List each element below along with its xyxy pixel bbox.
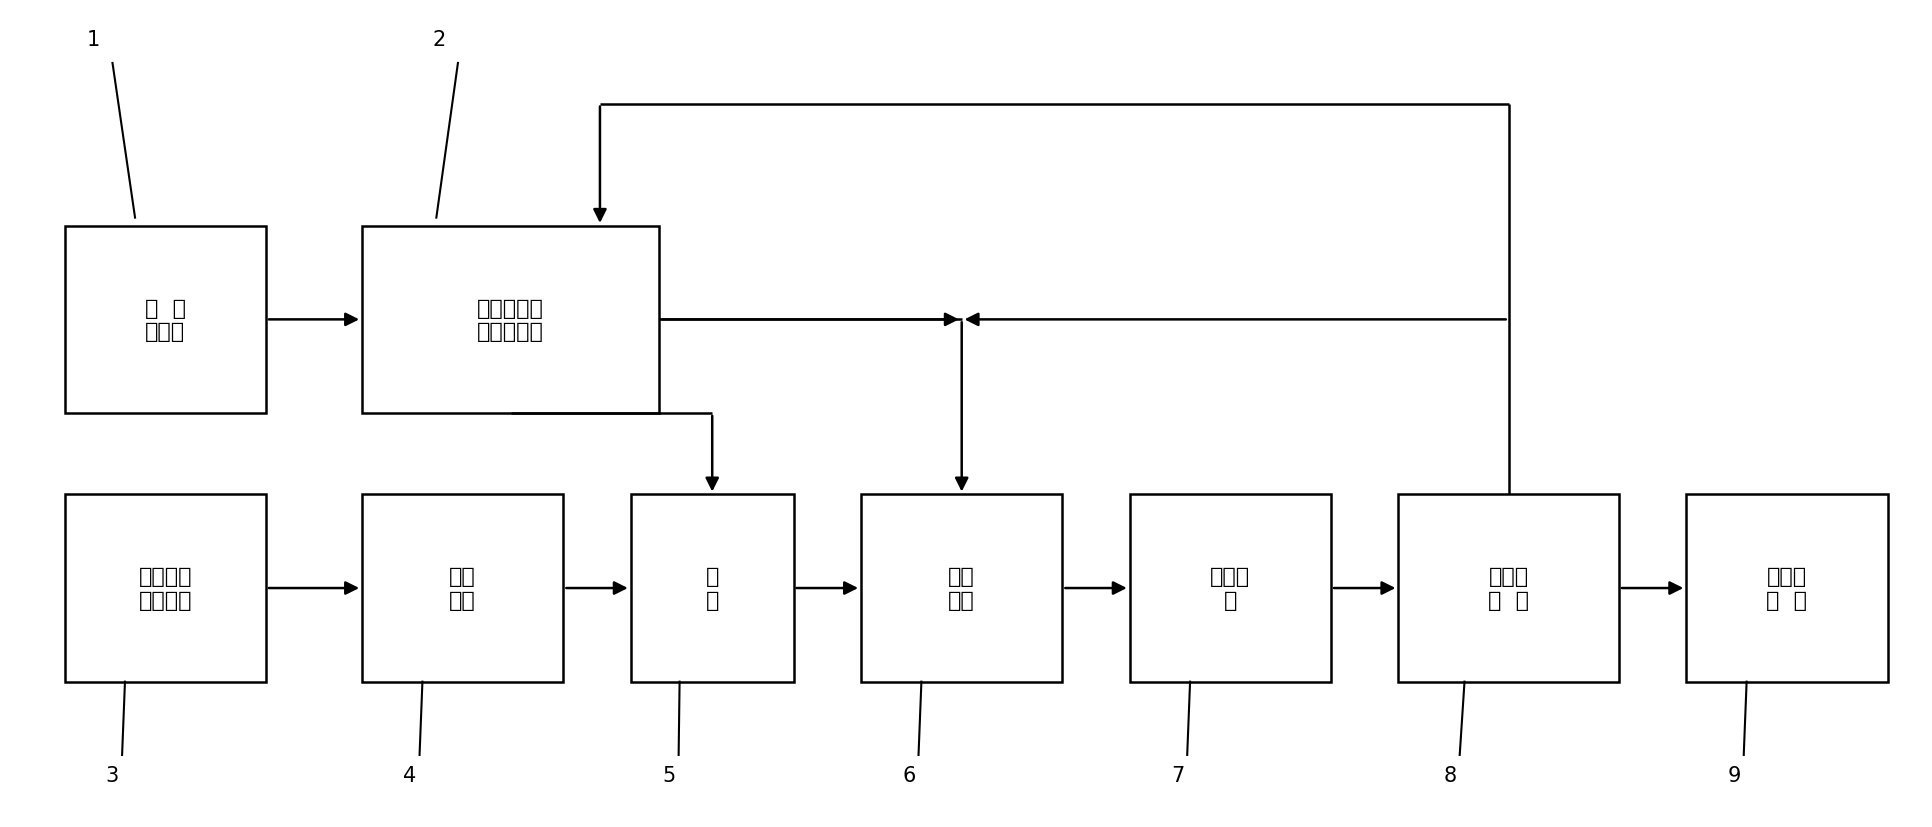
- Text: 低品位硫
化镑矿石: 低品位硫 化镑矿石: [139, 566, 191, 609]
- Bar: [64, 227, 267, 414]
- Text: 7: 7: [1171, 765, 1184, 786]
- Text: 3: 3: [106, 765, 120, 786]
- Text: 镑沉淠
回  收: 镑沉淠 回 收: [1488, 566, 1528, 609]
- Text: 矿石
破碎: 矿石 破碎: [448, 566, 475, 609]
- Text: 低  温
浸矿菌: 低 温 浸矿菌: [145, 299, 185, 342]
- Text: 9: 9: [1727, 765, 1741, 786]
- Bar: [860, 495, 1063, 681]
- Text: 1: 1: [87, 30, 100, 50]
- Bar: [1397, 495, 1619, 681]
- Text: 复壮、驯化
及放大培养: 复壮、驯化 及放大培养: [477, 299, 545, 342]
- Text: 4: 4: [404, 765, 417, 786]
- Text: 滴淤
浸出: 滴淤 浸出: [949, 566, 974, 609]
- Text: 8: 8: [1443, 765, 1457, 786]
- Bar: [1685, 495, 1888, 681]
- Text: 2: 2: [433, 30, 444, 50]
- Text: 浸出液
净: 浸出液 净: [1209, 566, 1250, 609]
- Text: 6: 6: [902, 765, 916, 786]
- Bar: [630, 495, 794, 681]
- Text: 5: 5: [663, 765, 676, 786]
- Text: 筑
堆: 筑 堆: [705, 566, 719, 609]
- Bar: [64, 495, 267, 681]
- Bar: [1128, 495, 1331, 681]
- Bar: [361, 495, 564, 681]
- Bar: [361, 227, 659, 414]
- Text: 硫化镑
产  品: 硫化镑 产 品: [1766, 566, 1806, 609]
